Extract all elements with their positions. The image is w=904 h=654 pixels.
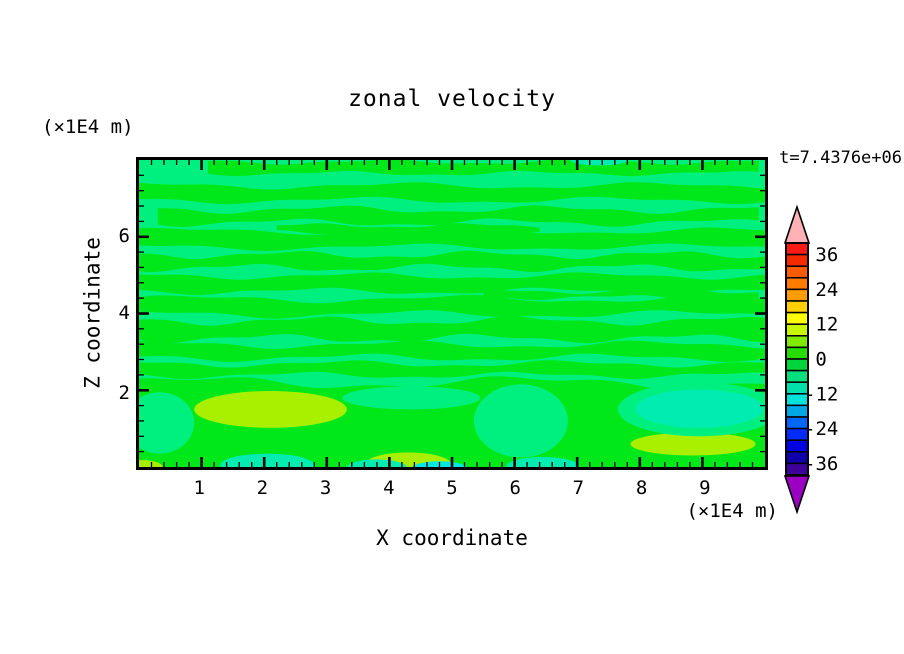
z-axis-unit-label: (×1E4 m) [42,116,134,138]
colorbar-over-arrow [783,205,811,244]
colorbar-band [785,277,809,291]
colorbar-band [785,439,809,453]
colorbar-band [785,288,809,302]
plot-area [136,157,768,470]
colorbar-tick-label-12: 12 [815,314,838,336]
x-axis-unit-label: (×1E4 m) [686,500,778,522]
colorbar-band [785,253,809,267]
colorbar-tick-label--36: -36 [804,453,838,475]
colorbar-tick-label-36: 36 [815,244,838,266]
x-tick-label-2: 2 [256,477,269,499]
x-tick-label-3: 3 [319,477,332,499]
time-annotation: t=7.4376e+06 [779,148,902,168]
x-tick-label-9: 9 [699,477,711,499]
colorbar: 36 24 12 0 -12 -24 -36 [783,205,838,515]
colorbar-band [785,369,809,383]
colorbar-band [785,311,809,325]
colorbar-band [785,358,809,372]
colorbar-under-arrow [783,475,811,515]
axis-ticks [139,160,765,467]
colorbar-tick-label--12: -12 [804,383,838,405]
colorbar-tick-label--24: -24 [804,418,838,440]
colorbar-band [785,346,809,360]
chart-title: zonal velocity [348,86,556,112]
x-axis-title: X coordinate [376,526,528,550]
contour-field [139,160,765,467]
z-tick-label-2: 2 [118,382,130,404]
colorbar-tick-label-24: 24 [815,279,838,301]
colorbar-band [785,323,809,337]
x-tick-label-5: 5 [446,477,458,499]
z-tick-label-4: 4 [118,302,130,324]
x-tick-label-7: 7 [572,477,585,499]
colorbar-band [785,265,809,279]
x-tick-label-6: 6 [509,477,521,499]
colorbar-band [785,300,809,314]
x-tick-label-8: 8 [635,477,648,499]
colorbar-band [785,242,809,256]
colorbar-tick-label-0: 0 [815,349,826,371]
colorbar-band [785,404,809,418]
z-tick-label-6: 6 [118,225,130,247]
x-tick-label-1: 1 [193,477,205,499]
colorbar-band [785,335,809,349]
x-tick-label-4: 4 [383,477,395,499]
